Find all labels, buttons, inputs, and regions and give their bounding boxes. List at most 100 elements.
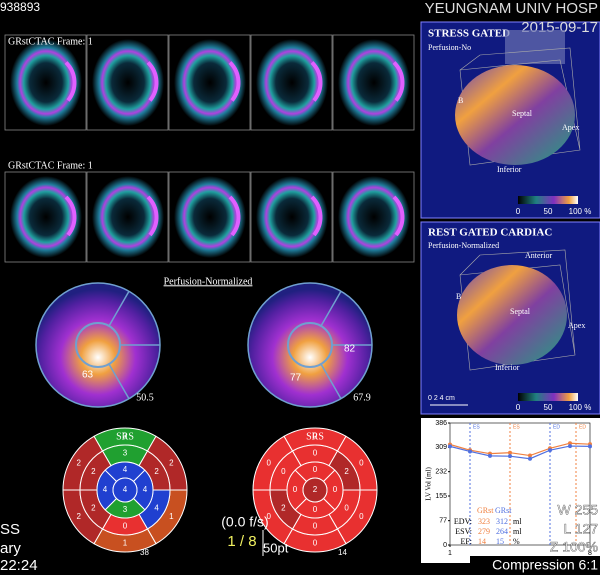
orientation: B: [458, 96, 463, 105]
srs-title: SRS: [306, 431, 324, 442]
row-label: GRstCTAC Frame: 1: [8, 160, 93, 171]
footer-text: SS: [0, 521, 20, 538]
series-line: [449, 442, 591, 457]
slice-hot: [310, 195, 323, 237]
slice-ring: [256, 176, 328, 258]
heart-3d: [457, 265, 567, 365]
scale-label: 50: [544, 207, 553, 216]
footer-text: 22:24: [0, 557, 38, 574]
series-point: [548, 448, 552, 453]
table-cell: ml: [513, 527, 522, 536]
table-cell: EDV:: [454, 517, 472, 526]
slice-panels: [4, 34, 415, 263]
legend-entry: GRst: [477, 506, 494, 515]
phase-label: ES: [473, 424, 480, 430]
polar-divider: [320, 290, 342, 327]
srs-score: 0: [281, 467, 286, 476]
y-tick-label: 232: [435, 469, 447, 476]
orientation: Septal: [510, 307, 531, 316]
phase-label: ED: [553, 424, 560, 430]
series-point: [508, 454, 512, 459]
series-point: [508, 450, 512, 455]
orientation: B: [456, 292, 461, 301]
y-tick-label: 77: [439, 518, 447, 525]
phase-label: ED: [579, 424, 586, 430]
srs-score: 4: [123, 485, 128, 494]
polar-value: 67.9: [353, 392, 371, 403]
srs-score: 0: [123, 522, 128, 531]
srs-score: 2: [281, 503, 286, 512]
slice-hot: [64, 61, 77, 102]
compression-bg: [470, 556, 600, 575]
distance-scale: 0 2 4 cm: [428, 395, 455, 402]
footer-text: ary: [0, 540, 21, 557]
srs-segment: [112, 477, 138, 503]
table-cell: 279: [478, 527, 490, 536]
table-cell: 312: [496, 517, 508, 526]
srs-score: 2: [313, 485, 318, 494]
srs-score: 3: [123, 432, 128, 441]
panel-title: REST GATED CARDIAC: [428, 227, 552, 239]
series-line: [449, 445, 591, 460]
series-point: [568, 441, 572, 446]
srs-score: 0: [293, 485, 298, 494]
zoom: Z 100%: [550, 539, 598, 555]
color-bar: [518, 393, 578, 401]
scale-label: 0: [516, 403, 521, 412]
window: W 255: [558, 502, 599, 518]
scale-label: 100 %: [569, 207, 592, 216]
orientation: Inferior: [497, 165, 522, 174]
slice-hot: [392, 195, 405, 237]
srs-score: 3: [123, 449, 128, 458]
polar-divider: [108, 290, 130, 327]
phase-label: ES: [513, 424, 520, 430]
slice-hot: [228, 195, 241, 237]
font-size: 50pt: [263, 540, 289, 555]
srs-title: SRS: [116, 431, 134, 442]
scale-label: 0: [516, 207, 521, 216]
srs-score: 2: [91, 503, 96, 512]
srs-score: 0: [313, 522, 318, 531]
srs-score: 0: [313, 432, 318, 441]
srs-score: 4: [123, 465, 128, 474]
table-cell: EF:: [460, 537, 472, 546]
series-point: [448, 444, 452, 449]
frame-counter: 1 / 8: [227, 533, 256, 550]
srs-score: 0: [266, 512, 271, 521]
legend-entry: GRst: [495, 506, 512, 515]
srs-score: 2: [154, 467, 159, 476]
panel-subtitle: Perfusion-No: [428, 43, 471, 52]
srs-score: 0: [333, 485, 338, 494]
compression: Compression 6:1: [492, 557, 598, 573]
table-cell: 14: [478, 537, 486, 546]
patient-id: 938893: [0, 0, 40, 14]
lv-chart: 0 77 155 232 309 386 1 8 LV Vol (ml) ES ES ED ED GRst…: [425, 420, 592, 557]
polar-value: 50.5: [136, 392, 154, 403]
series-point: [528, 456, 532, 461]
slice-hot: [392, 61, 405, 102]
slice-ring: [10, 39, 82, 126]
slice-ring: [338, 176, 410, 258]
panel-title: STRESS GATED: [428, 28, 510, 40]
slice-hot: [64, 195, 77, 237]
y-tick-label: 0: [443, 542, 447, 549]
series-point: [528, 453, 532, 458]
table-cell: %: [513, 537, 520, 546]
srs-score: 0: [313, 505, 318, 514]
y-axis-label: LV Vol (ml): [425, 467, 433, 501]
table-cell: 15: [496, 537, 504, 546]
scale-label: 50: [544, 403, 553, 412]
polar-label: 82: [344, 344, 356, 355]
y-tick-label: 155: [435, 493, 447, 500]
frame-rate: (0.0 f/s): [221, 514, 268, 530]
srs-score: 0: [313, 539, 318, 548]
srs-score: 4: [103, 485, 108, 494]
panel-subtitle: Perfusion-Normalized: [428, 241, 499, 250]
srs-score: 4: [154, 503, 159, 512]
slice-ring: [92, 176, 164, 258]
polar-divider: [108, 363, 130, 400]
srs-score: 0: [266, 458, 271, 467]
srs-total: 38: [140, 548, 149, 557]
srs-score: 0: [344, 503, 349, 512]
